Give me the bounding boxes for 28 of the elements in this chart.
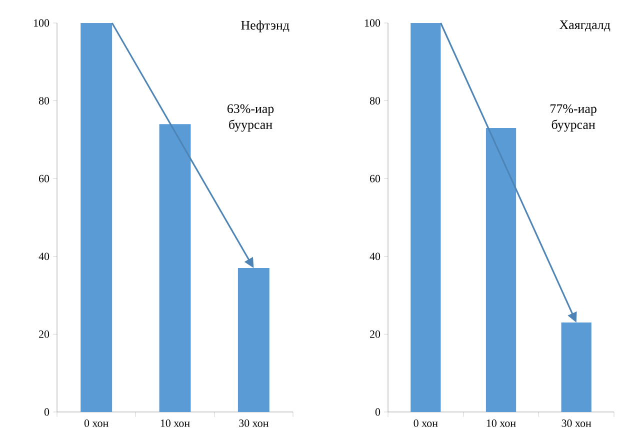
y-tick-label: 60 xyxy=(370,174,380,182)
y-tick-label: 80 xyxy=(370,97,380,104)
bar xyxy=(159,124,191,412)
x-tick-label: 10 хон xyxy=(486,420,516,427)
y-tick-label: 100 xyxy=(34,19,50,27)
chart-title: Хаягдалд xyxy=(560,20,610,32)
y-tick-label: 20 xyxy=(39,330,50,338)
annotation: 77%-иар буурсан xyxy=(550,104,596,132)
annotation: 63%-иар буурсан xyxy=(227,104,274,132)
y-tick-label: 0 xyxy=(44,408,50,416)
y-tick-label: 40 xyxy=(38,252,50,260)
bar xyxy=(486,128,516,412)
y-tick-label: 60 xyxy=(39,174,50,182)
x-tick-label: 0 хон xyxy=(84,420,108,427)
bar xyxy=(410,22,441,412)
y-tick-label: 0 xyxy=(375,408,380,416)
chart-title: Нефтэнд xyxy=(241,20,290,32)
y-tick-label: 20 xyxy=(370,330,380,338)
bar xyxy=(561,322,592,412)
x-tick-label: 10 хон xyxy=(160,420,190,427)
bar xyxy=(238,268,270,412)
y-tick-label: 80 xyxy=(38,97,50,104)
y-tick-label: 100 xyxy=(365,19,380,27)
x-tick-label: 30 хон xyxy=(239,420,268,427)
x-tick-label: 30 хон xyxy=(562,420,592,427)
x-tick-label: 0 хон xyxy=(414,420,438,427)
y-tick-label: 40 xyxy=(370,252,380,260)
bar xyxy=(80,22,112,412)
